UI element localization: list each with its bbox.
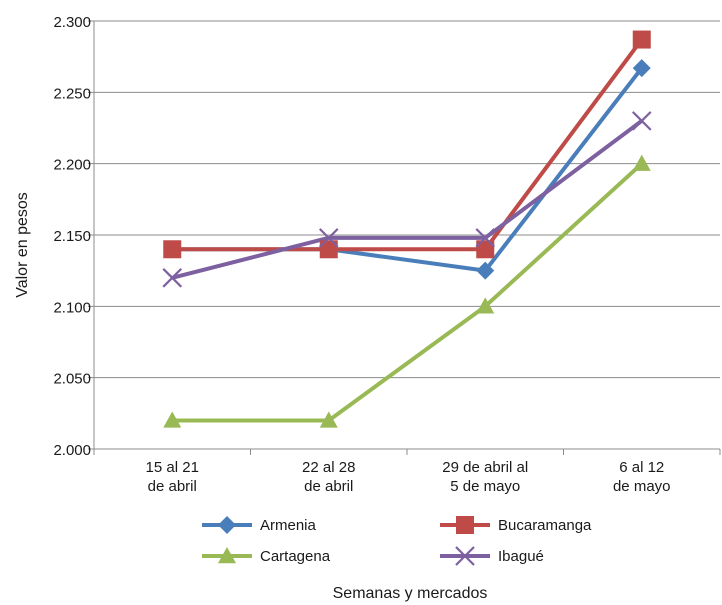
y-tick-label: 2.200 (53, 157, 91, 174)
axes (93, 21, 721, 455)
y-tick-label: 2.150 (53, 228, 91, 245)
series-line-cartagena (172, 162, 644, 423)
legend-marker (455, 546, 475, 566)
grid-lines (88, 20, 720, 450)
data-point-cartagena (319, 411, 338, 428)
y-tick-label: 2.300 (53, 14, 91, 31)
data-point-cartagena (476, 297, 495, 314)
data-point-armenia (632, 59, 651, 78)
x-tick-label: 15 al 21 de abril (146, 459, 199, 495)
x-tick-label: 6 al 12 de mayo (613, 459, 671, 495)
legend-marker (218, 547, 236, 564)
data-point-cartagena (632, 154, 651, 171)
legend-label: Armenia (260, 517, 317, 534)
series-markers (162, 30, 652, 428)
x-tick-label: 22 al 28 de abril (302, 459, 355, 495)
legend-marker (456, 516, 474, 534)
data-point-ibagué (631, 111, 652, 131)
legend-item-cartagena: Cartagena (202, 547, 331, 565)
y-tick-label: 2.050 (53, 371, 91, 388)
data-point-bucaramanga (476, 240, 495, 259)
legend: Armenia Bucaramanga Cartagena Ibagué (202, 516, 592, 566)
y-axis-title: Valor en pesos (14, 192, 31, 298)
data-point-ibagué (318, 228, 339, 248)
data-point-cartagena (163, 411, 182, 428)
series-line-ibagué (171, 119, 643, 280)
legend-label: Cartagena (260, 548, 331, 565)
y-tick-label: 2.100 (53, 299, 91, 316)
legend-label: Ibagué (498, 548, 544, 565)
series-line-armenia (172, 66, 644, 273)
legend-item-bucaramanga: Bucaramanga (440, 516, 592, 534)
legend-label: Bucaramanga (498, 517, 592, 534)
y-tick-label: 2.000 (53, 442, 91, 459)
x-tick-label: 29 de abril al 5 de mayo (442, 459, 528, 495)
data-point-ibagué (162, 268, 183, 288)
legend-item-armenia: Armenia (202, 516, 317, 534)
legend-marker (218, 516, 236, 534)
x-tick-labels: 15 al 21 de abril 22 al 28 de abril 29 de ab… (146, 459, 671, 495)
legend-item-ibagué: Ibagué (440, 546, 544, 566)
data-point-bucaramanga (163, 240, 182, 259)
series-line-bucaramanga (172, 38, 644, 252)
series-lines (171, 38, 644, 423)
data-point-bucaramanga (319, 240, 338, 259)
y-tick-label: 2.250 (53, 85, 91, 102)
data-point-ibagué (475, 228, 496, 248)
data-point-armenia (476, 261, 495, 280)
data-point-bucaramanga (632, 30, 651, 49)
x-axis-title: Semanas y mercados (333, 585, 488, 602)
y-tick-labels: 2.000 2.050 2.100 2.150 2.200 2.250 2.300 (53, 14, 91, 459)
